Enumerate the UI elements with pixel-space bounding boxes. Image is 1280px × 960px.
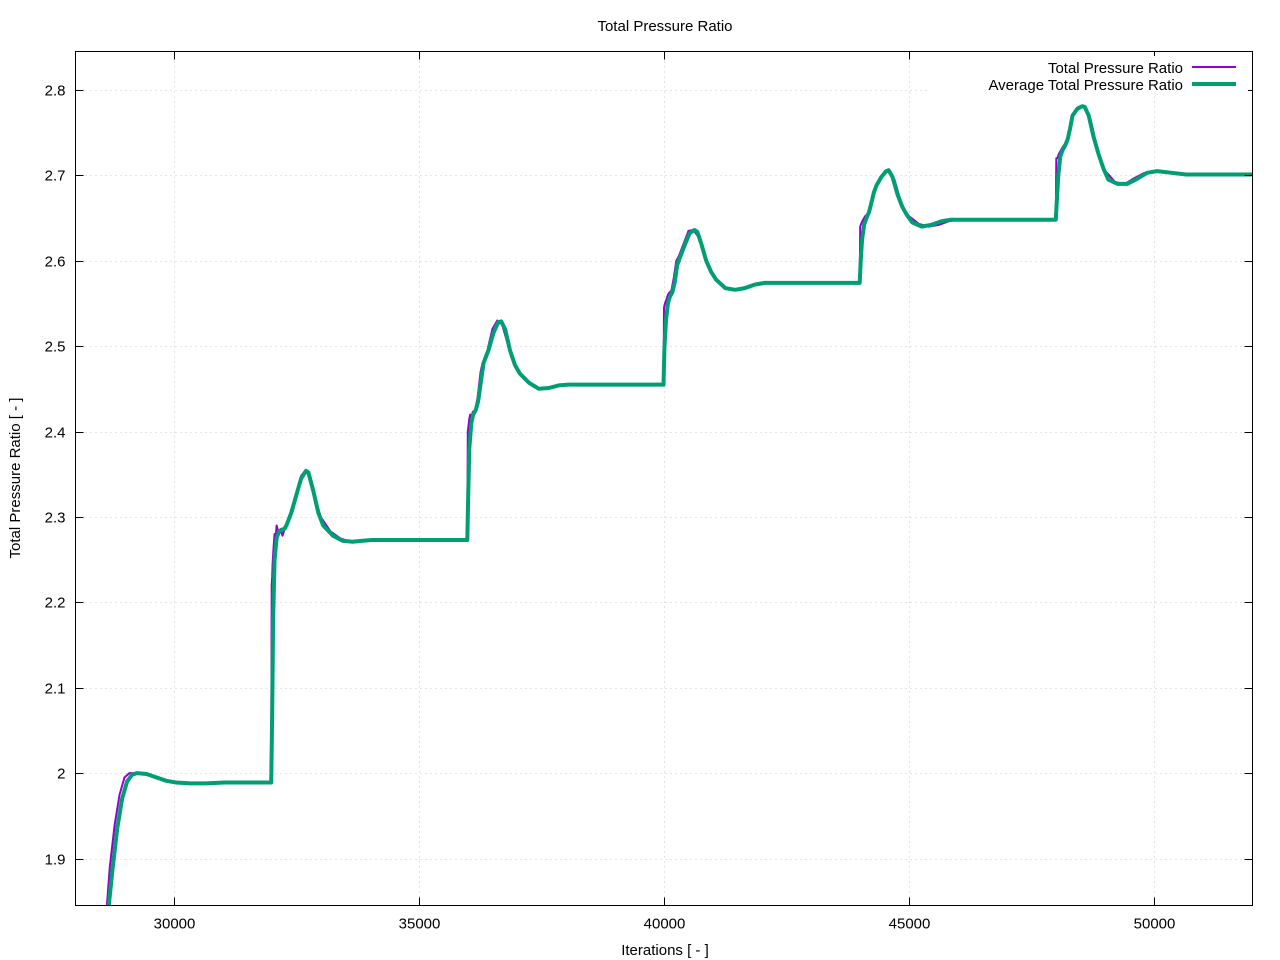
y-tick-label: 2.8 (45, 83, 66, 100)
y-tick-label: 2 (57, 766, 65, 783)
series-lines (105, 104, 1253, 906)
y-tick-label: 1.9 (45, 852, 66, 869)
legend: Total Pressure Ratio Average Total Press… (930, 56, 1248, 96)
y-tick-label: 2.3 (45, 510, 66, 527)
x-axis-title: Iterations [ - ] (621, 942, 709, 959)
y-tick-label: 2.6 (45, 254, 66, 271)
chart-title: Total Pressure Ratio (597, 18, 732, 35)
legend-label-average-total-pressure-ratio: Average Total Pressure Ratio (988, 77, 1183, 94)
x-tick-label: 35000 (399, 916, 441, 933)
x-tick-label: 30000 (154, 916, 196, 933)
y-tick-label: 2.1 (45, 681, 66, 698)
y-tick-label: 2.2 (45, 595, 66, 612)
series-line-total-pressure-ratio (105, 105, 1253, 906)
x-tick-labels: 30000 35000 40000 45000 50000 (154, 916, 1176, 933)
y-tick-label: 2.4 (45, 425, 66, 442)
y-tick-labels: 1.9 2 2.1 2.2 2.3 2.4 2.5 2.6 2.7 2.8 (45, 83, 66, 869)
y-tick-label: 2.5 (45, 339, 66, 356)
x-tick-label: 50000 (1134, 916, 1176, 933)
legend-label-total-pressure-ratio: Total Pressure Ratio (1048, 60, 1183, 77)
y-tick-label: 2.7 (45, 168, 66, 185)
axis-ticks (75, 51, 1253, 906)
y-axis-title: Total Pressure Ratio [ - ] (7, 398, 24, 559)
series-line-average-total-pressure-ratio (106, 104, 1253, 906)
x-tick-label: 40000 (644, 916, 686, 933)
x-tick-label: 45000 (889, 916, 931, 933)
legend-mask (930, 56, 1248, 96)
